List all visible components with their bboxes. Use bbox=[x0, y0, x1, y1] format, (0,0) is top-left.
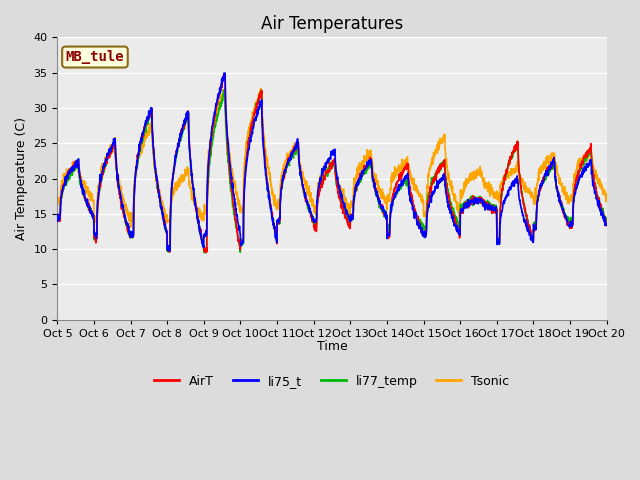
AirT bbox=[492, 208, 500, 214]
li77_temp bbox=[555, 193, 563, 199]
li75_t bbox=[207, 137, 214, 143]
Line: li77_temp: li77_temp bbox=[58, 89, 607, 252]
li77_temp bbox=[348, 215, 356, 220]
Legend: AirT, li75_t, li77_temp, Tsonic: AirT, li75_t, li77_temp, Tsonic bbox=[149, 370, 515, 393]
Y-axis label: Air Temperature (C): Air Temperature (C) bbox=[15, 117, 28, 240]
AirT bbox=[360, 163, 368, 169]
li75_t bbox=[570, 199, 577, 204]
li77_temp bbox=[603, 218, 611, 224]
Tsonic bbox=[257, 85, 264, 91]
Tsonic bbox=[603, 191, 611, 197]
AirT bbox=[555, 193, 563, 199]
li75_t bbox=[492, 204, 500, 209]
li77_temp bbox=[360, 171, 368, 177]
Tsonic bbox=[555, 172, 563, 178]
AirT bbox=[348, 215, 356, 220]
Line: Tsonic: Tsonic bbox=[58, 88, 607, 227]
li75_t bbox=[220, 70, 228, 76]
AirT bbox=[54, 212, 61, 217]
li75_t bbox=[360, 167, 368, 173]
Tsonic bbox=[207, 131, 214, 136]
li75_t bbox=[603, 222, 611, 228]
AirT bbox=[202, 250, 209, 255]
li77_temp bbox=[202, 250, 210, 255]
Tsonic bbox=[54, 197, 61, 203]
AirT bbox=[220, 71, 228, 76]
li75_t bbox=[555, 190, 563, 195]
Tsonic bbox=[348, 202, 356, 208]
Tsonic bbox=[492, 195, 500, 201]
Tsonic bbox=[360, 153, 368, 158]
li75_t bbox=[348, 215, 356, 221]
Text: MB_tule: MB_tule bbox=[66, 50, 124, 64]
li77_temp bbox=[207, 150, 214, 156]
AirT bbox=[570, 193, 577, 199]
Title: Air Temperatures: Air Temperatures bbox=[261, 15, 403, 33]
li75_t bbox=[54, 215, 61, 221]
li77_temp bbox=[570, 193, 577, 199]
Line: AirT: AirT bbox=[58, 73, 607, 252]
AirT bbox=[207, 142, 214, 147]
li75_t bbox=[164, 248, 172, 254]
li77_temp bbox=[221, 86, 229, 92]
X-axis label: Time: Time bbox=[317, 340, 348, 353]
Tsonic bbox=[570, 181, 577, 187]
Tsonic bbox=[127, 224, 134, 230]
Line: li75_t: li75_t bbox=[58, 73, 607, 251]
li77_temp bbox=[54, 211, 61, 217]
li77_temp bbox=[492, 203, 500, 208]
AirT bbox=[603, 222, 611, 228]
